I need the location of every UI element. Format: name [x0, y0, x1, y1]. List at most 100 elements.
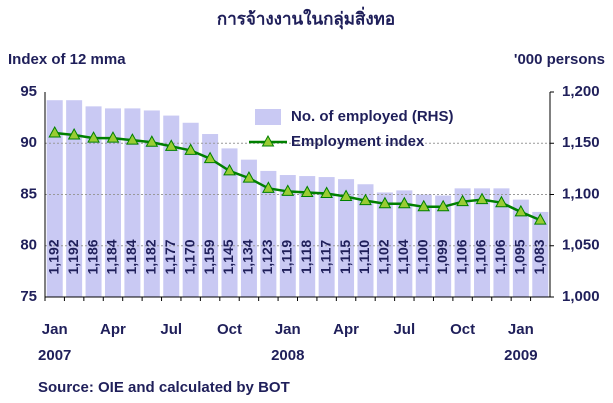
value-label: 1,186: [84, 239, 100, 274]
x-tick-label: Apr: [100, 321, 126, 338]
y2-tick-label: 1,200: [562, 83, 600, 100]
bar: [474, 188, 491, 297]
value-label: 1,104: [395, 239, 411, 274]
bar: [435, 195, 452, 297]
value-label: 1,192: [65, 239, 81, 274]
y-axis-label: Index of 12 mma: [8, 51, 126, 68]
bar: [124, 108, 141, 298]
line-marker: [87, 131, 100, 143]
value-label: 1,184: [104, 239, 120, 274]
line-marker: [184, 143, 198, 155]
bar: [415, 194, 432, 297]
line-marker: [281, 184, 295, 196]
value-label: 1,123: [259, 239, 275, 274]
chart-title: การจ้างงานในกลุ่มสิ่งทอ: [217, 6, 395, 29]
x-tick-label: Jul: [393, 321, 415, 338]
y2-tick-label: 1,150: [562, 134, 600, 151]
bar: [182, 122, 199, 297]
bar: [338, 179, 355, 297]
bar: [104, 108, 121, 298]
value-label: 1,184: [123, 239, 139, 274]
value-label: 1,177: [162, 239, 178, 274]
bar: [260, 170, 277, 297]
line-marker: [533, 213, 547, 225]
legend-marker: [261, 134, 275, 147]
x-tick-label: Oct: [450, 321, 475, 338]
line-marker: [436, 199, 450, 212]
value-label: 1,106: [492, 239, 508, 274]
bar: [376, 192, 393, 297]
line-marker: [378, 196, 392, 209]
bar: [202, 134, 219, 297]
line-marker: [456, 194, 469, 207]
x-tick-label: Jul: [160, 321, 182, 338]
y2-axis-label: '000 persons: [514, 51, 605, 68]
source: Source: OIE and calculated by BOT: [38, 379, 290, 396]
line-marker: [417, 199, 431, 212]
line-marker: [164, 139, 178, 151]
legend-label: Employment index: [291, 133, 425, 150]
x-tick-label: Jan 2007: [38, 321, 71, 364]
y2-tick-label: 1,050: [562, 237, 600, 254]
value-label: 1,117: [317, 240, 333, 274]
y-tick-label: 90: [20, 134, 37, 151]
value-label: 1,134: [240, 239, 256, 274]
value-label: 1,083: [531, 239, 547, 274]
bar: [396, 190, 413, 297]
line-marker: [145, 135, 159, 147]
x-tick-label: Oct: [217, 321, 242, 338]
legend-label: No. of employed (RHS): [291, 108, 454, 125]
line-marker: [320, 186, 333, 198]
line-marker: [359, 193, 372, 206]
bar: [85, 106, 102, 297]
line-marker: [67, 128, 81, 140]
value-label: 1,106: [473, 239, 489, 274]
line-marker: [262, 181, 275, 193]
value-label: 1,115: [337, 240, 353, 274]
bar: [66, 100, 83, 297]
value-label: 1,099: [434, 239, 450, 274]
y-tick-label: 75: [20, 288, 37, 305]
line-marker: [339, 189, 353, 202]
value-label: 1,110: [356, 240, 372, 274]
x-tick-label: Apr: [333, 321, 359, 338]
bar: [512, 199, 529, 297]
line-marker: [126, 133, 139, 145]
bar: [240, 159, 257, 297]
value-label: 1,192: [45, 239, 61, 274]
y2-tick-label: 1,100: [562, 185, 600, 202]
bar: [46, 100, 63, 297]
line-marker: [475, 192, 489, 205]
line-marker: [203, 151, 217, 164]
bar: [163, 115, 180, 297]
value-label: 1,118: [298, 240, 314, 274]
y-tick-label: 85: [20, 185, 37, 202]
line-marker: [242, 171, 256, 183]
bar: [318, 177, 335, 297]
line-marker: [397, 196, 411, 209]
value-label: 1,182: [143, 239, 159, 274]
line-marker: [106, 131, 120, 143]
value-label: 1,159: [201, 239, 217, 274]
bar: [454, 188, 471, 297]
x-tick-label: Jan 2008: [271, 321, 304, 364]
bar: [221, 148, 238, 297]
value-label: 1,106: [453, 239, 469, 274]
bar: [143, 110, 160, 297]
y-tick-label: 95: [20, 83, 37, 100]
line-marker: [48, 125, 62, 138]
y2-tick-label: 1,000: [562, 288, 600, 305]
value-label: 1,119: [278, 240, 294, 274]
value-label: 1,170: [181, 239, 197, 274]
line-marker: [495, 195, 508, 208]
bar: [357, 184, 374, 297]
y-tick-label: 80: [20, 237, 37, 254]
bar: [532, 211, 549, 297]
bar: [493, 188, 510, 297]
value-label: 1,145: [220, 239, 236, 274]
bar: [299, 176, 316, 297]
value-label: 1,100: [414, 239, 430, 274]
line-marker: [514, 204, 528, 217]
line-marker: [223, 163, 236, 176]
